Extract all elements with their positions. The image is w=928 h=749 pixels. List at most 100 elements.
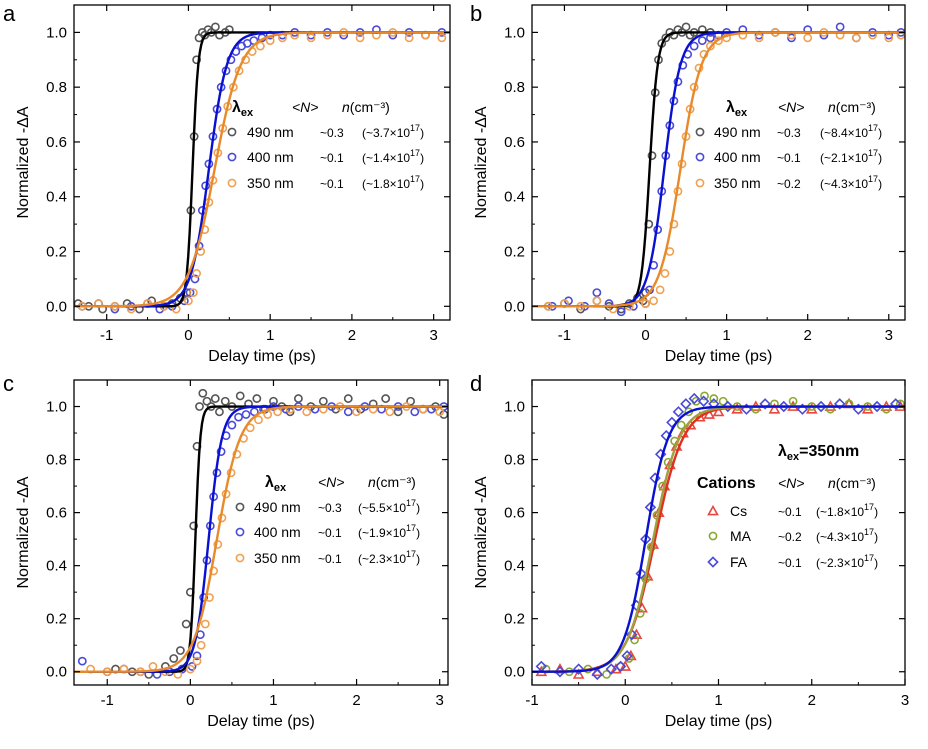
x-tick-label: 1: [266, 327, 274, 344]
data-point: [215, 407, 224, 417]
data-point: [641, 299, 650, 308]
legend-entry: 400 nm ~0.1 (~1.4×1017): [227, 148, 424, 165]
y-tick-label: 0.0: [504, 664, 525, 681]
data-point: [198, 388, 208, 398]
legend-entry: 350 nm ~0.1 (~2.3×1017): [235, 549, 420, 566]
fit-curve: [74, 31, 450, 308]
data-point: [196, 640, 206, 650]
plot-area: [74, 388, 448, 679]
x-tick-label: -1: [558, 327, 571, 344]
y-tick-label: 0.2: [46, 611, 67, 628]
legend-label: 490 nm: [254, 499, 301, 515]
data-point: [705, 41, 715, 51]
y-tick-label: 0.0: [46, 298, 67, 315]
legend-header-N: <N>: [778, 99, 804, 115]
data-point: [884, 33, 894, 43]
data-point: [572, 668, 585, 679]
data-point: [406, 396, 415, 406]
legend-header-N: <N>: [292, 99, 318, 115]
data-point: [778, 400, 790, 413]
data-point: [216, 447, 226, 457]
data-point: [660, 269, 670, 278]
legend-density: (~1.8×1017): [816, 502, 878, 519]
legend-density: (~4.3×1017): [816, 527, 878, 544]
data-point: [889, 398, 902, 410]
data-point: [252, 394, 262, 403]
legend-entry: Cs ~0.1 (~1.8×1017): [707, 502, 878, 519]
data-point: [592, 288, 602, 298]
excitation-annotation: λex=350nm: [778, 443, 859, 463]
data-point: [697, 36, 707, 46]
data-point: [381, 394, 391, 403]
data-point: [681, 22, 691, 32]
data-point: [184, 296, 193, 306]
x-tick-label: 2: [352, 692, 360, 709]
y-axis-label: Normalized -ΔA: [15, 106, 32, 218]
data-point: [714, 36, 723, 46]
legend-header-n: n(cm⁻³): [828, 475, 876, 491]
legend-marker: [235, 553, 245, 563]
data-point: [655, 285, 665, 295]
data-point: [616, 307, 626, 317]
x-tick-label: -1: [525, 692, 538, 709]
legend-header-N: <N>: [778, 475, 804, 491]
legend-density: (~2.3×1017): [358, 549, 420, 566]
data-point: [666, 416, 678, 429]
data-point: [647, 151, 657, 161]
x-tick-label: 2: [808, 692, 816, 709]
legend-entry: 400 nm ~0.1 (~2.1×1017): [695, 148, 882, 165]
plot-area: [532, 391, 905, 681]
data-point: [815, 400, 827, 413]
legend-marker: [695, 127, 705, 137]
data-point: [835, 22, 845, 32]
axes-frame: [73, 4, 451, 321]
data-point: [614, 660, 627, 673]
x-tick-label: 2: [348, 327, 356, 344]
legend-entry: 350 nm ~0.2 (~4.3×1017): [695, 174, 882, 191]
legend-header-title: Cations: [697, 475, 756, 492]
y-tick-label: 0.4: [504, 189, 525, 206]
legend-N-value: ~0.3: [318, 501, 342, 515]
data-point: [592, 296, 602, 306]
data-point: [661, 33, 671, 43]
legend-label: 350 nm: [247, 175, 294, 191]
annotation-value: =350nm: [799, 443, 859, 460]
data-point: [700, 391, 709, 401]
legend-density: (~8.4×1017): [820, 123, 882, 140]
y-tick-label: 1.0: [46, 24, 67, 41]
y-tick-label: 0.4: [504, 558, 525, 575]
y-tick-label: 0.2: [504, 244, 525, 261]
legend-density: (~1.9×1017): [358, 523, 420, 540]
panel-letter: a: [3, 1, 16, 26]
data-point: [255, 41, 265, 51]
data-point: [181, 619, 191, 629]
legend-label: 400 nm: [254, 524, 301, 540]
legend-header-lambda: λex: [232, 99, 254, 119]
y-tick-label: 1.0: [504, 399, 525, 416]
y-tick-label: 1.0: [46, 399, 67, 416]
y-tick-label: 0.8: [46, 79, 67, 96]
data-point: [605, 663, 617, 675]
legend-N-value: ~0.1: [320, 151, 344, 165]
fit-curve: [532, 405, 905, 673]
x-tick-label: 1: [269, 692, 277, 709]
data-point: [77, 656, 87, 666]
legend-entry: 490 nm ~0.3 (~3.7×1017): [227, 123, 424, 140]
legend-header-n: n(cm⁻³): [342, 99, 390, 115]
legend-marker: [235, 527, 245, 537]
x-axis-label: Delay time (ps): [207, 713, 315, 730]
data-point: [148, 662, 158, 671]
legend-N-value: ~0.1: [778, 505, 802, 519]
data-point: [185, 288, 195, 298]
data-point: [352, 407, 361, 417]
data-point: [404, 33, 414, 43]
data-point: [688, 392, 700, 405]
legend-label: 400 nm: [247, 149, 294, 165]
data-point: [169, 654, 179, 663]
data-point: [591, 668, 604, 681]
x-tick-label: -1: [101, 692, 114, 709]
data-point: [689, 41, 699, 51]
data-point: [211, 22, 220, 32]
legend-density: (~1.8×1017): [362, 174, 424, 191]
